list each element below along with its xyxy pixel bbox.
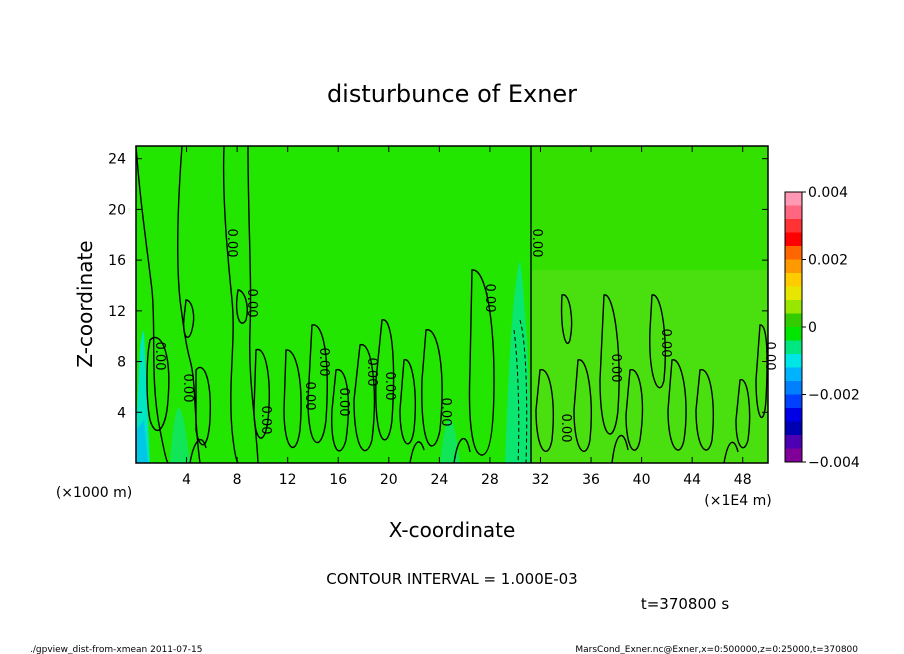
contour-label: 0.00 xyxy=(316,348,331,377)
x-tick-label: 8 xyxy=(233,472,242,488)
x-tick-label: 40 xyxy=(633,472,651,488)
colorbar-label: −0.004 xyxy=(808,455,860,471)
negative-anomaly-center xyxy=(505,260,532,463)
colorbar-swatch xyxy=(785,232,802,247)
y-axis: 4 8 12 16 20 24 xyxy=(108,152,768,421)
contour-label: 0.00 xyxy=(336,388,351,417)
colorbar-swatch xyxy=(785,205,802,220)
x-tick-label: 20 xyxy=(380,472,398,488)
footer-right: MarsCond_Exner.nc@Exner,x=0:500000,z=0:2… xyxy=(575,645,858,654)
x-tick-label: 32 xyxy=(532,472,550,488)
x-tick-label: 12 xyxy=(279,472,297,488)
contour-label: 0.00 xyxy=(364,358,379,387)
contour-label: 0.00 xyxy=(258,406,273,435)
plot-frame xyxy=(135,145,769,464)
contour-label: 0.00 xyxy=(302,382,317,411)
negative-contour-lines xyxy=(513,319,528,464)
contour-label: 0.00 xyxy=(608,354,623,383)
x-axis: 4 8 12 16 20 24 28 32 36 40 44 48 xyxy=(182,146,752,488)
contour-interval-text: CONTOUR INTERVAL = 1.000E-03 xyxy=(326,570,577,588)
colorbar-swatch xyxy=(785,273,802,287)
contour-label: 0.00 xyxy=(382,372,397,401)
x-tick-label: 48 xyxy=(734,472,752,488)
colorbar-swatch xyxy=(785,354,802,368)
x-tick-label: 36 xyxy=(582,472,600,488)
contour-lines xyxy=(135,145,768,464)
y-axis-label: Z-coordinate xyxy=(73,240,97,367)
colorbar-swatch xyxy=(785,408,802,422)
colorbar-swatch xyxy=(785,259,802,274)
colorbar-swatch xyxy=(785,286,802,301)
colorbar-swatch xyxy=(785,367,802,382)
footer-left: ./gpview_dist-from-xmean 2011-07-15 xyxy=(30,645,202,654)
negative-anomaly-left-deep xyxy=(136,420,148,463)
field-right-region xyxy=(531,146,768,463)
contour-label: 0.00 xyxy=(762,342,777,371)
colorbar-label: −0.002 xyxy=(808,388,860,404)
contour-label: 0.00 xyxy=(529,229,544,258)
colorbar-swatch xyxy=(785,435,802,449)
colorbar-label: 0.004 xyxy=(808,185,848,201)
contour-label: 0.00 xyxy=(658,329,673,358)
x-tick-label: 28 xyxy=(481,472,499,488)
field-left-region xyxy=(136,146,531,463)
contour-label: 0.00 xyxy=(224,229,239,258)
contour-label: 0.00 xyxy=(438,398,453,427)
colorbar-swatch xyxy=(785,421,802,436)
x-tick-label: 44 xyxy=(683,472,701,488)
colorbar-label: 0 xyxy=(808,320,817,336)
y-tick-label: 20 xyxy=(108,202,126,218)
colorbar-swatch xyxy=(785,394,802,409)
chart-title: disturbunce of Exner xyxy=(327,80,577,108)
y-unit-note: (×1000 m) xyxy=(56,485,132,501)
contour-label: 0.00 xyxy=(482,284,497,313)
x-tick-label: 16 xyxy=(329,472,347,488)
x-tick-label: 4 xyxy=(182,472,191,488)
colorbar-swatch xyxy=(785,381,802,395)
colorbar-swatch xyxy=(785,300,802,314)
contour-label: 0.00 xyxy=(180,374,195,403)
y-tick-label: 24 xyxy=(108,152,126,168)
colorbar-label: 0.002 xyxy=(808,253,848,269)
x-tick-label: 24 xyxy=(430,472,448,488)
contour-label-group: 0.000.000.000.000.000.000.000.000.00 0.00… xyxy=(152,229,777,443)
contour-label: 0.00 xyxy=(558,414,573,443)
contour-label: 0.00 xyxy=(244,289,259,318)
contour-label: 0.00 xyxy=(152,342,167,371)
colorbar-swatch xyxy=(785,327,802,341)
colorbar-swatch xyxy=(785,448,802,463)
plot-area: 0.000.000.000.000.000.000.000.000.00 0.00… xyxy=(135,145,777,464)
y-tick-label: 12 xyxy=(108,304,126,320)
negative-anomaly-patch-1 xyxy=(170,407,190,463)
colorbar-swatch xyxy=(785,219,802,233)
colorbar: 0.004 0.002 0 −0.002 −0.004 xyxy=(784,185,860,471)
positive-anomaly-region xyxy=(531,270,768,463)
colorbar-swatch xyxy=(785,313,802,328)
x-axis-label: X-coordinate xyxy=(389,518,516,542)
y-tick-label: 4 xyxy=(117,405,126,421)
negative-anomaly-patch-2 xyxy=(440,419,460,463)
x-unit-note: (×1E4 m) xyxy=(704,493,771,509)
y-tick-label: 16 xyxy=(108,253,126,269)
time-text: t=370800 s xyxy=(641,595,729,613)
colorbar-swatch xyxy=(785,192,802,206)
colorbar-swatch xyxy=(785,246,802,260)
colorbar-swatch xyxy=(785,340,802,355)
y-tick-label: 8 xyxy=(117,355,126,371)
